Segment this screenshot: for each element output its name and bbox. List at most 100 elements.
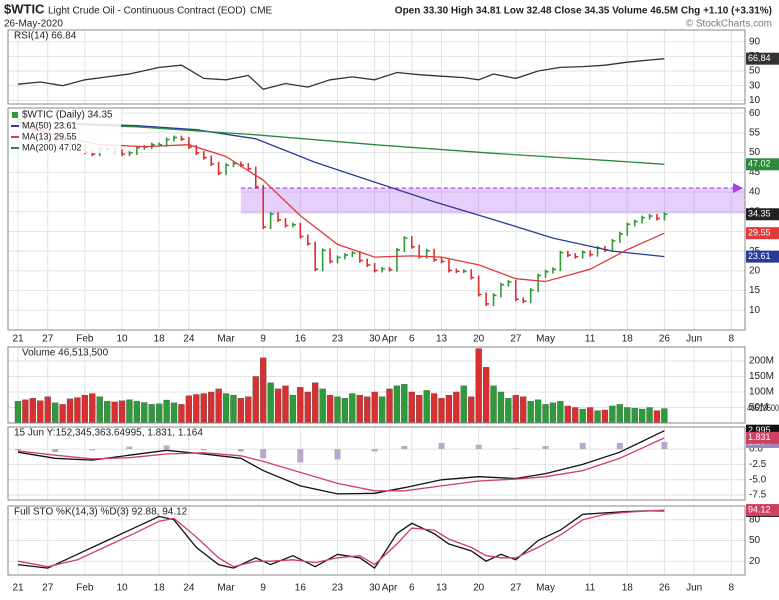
price-bar bbox=[306, 234, 311, 246]
y-tick-label: 60 bbox=[749, 108, 761, 119]
price-bar bbox=[381, 266, 386, 273]
volume-bar bbox=[260, 357, 267, 424]
price-bar bbox=[633, 219, 638, 227]
x-tick-label: 27 bbox=[42, 334, 54, 345]
volume-bar bbox=[274, 388, 282, 424]
price-bar bbox=[626, 222, 631, 236]
histogram-bar bbox=[579, 442, 586, 450]
value-label: 23.61 bbox=[748, 251, 771, 261]
volume-bar bbox=[423, 390, 430, 424]
volume-bar bbox=[141, 402, 148, 424]
quote: Open 33.30 High 34.81 Low 32.48 Close 34… bbox=[395, 6, 772, 17]
histogram-bar bbox=[401, 446, 408, 450]
x-tick-label: Jun bbox=[686, 583, 702, 594]
x-tick-label: Feb bbox=[76, 583, 94, 594]
volume-bar bbox=[468, 396, 475, 424]
x-tick-label: 23 bbox=[332, 583, 344, 594]
exchange: CME bbox=[250, 6, 273, 17]
price-bar bbox=[247, 163, 252, 171]
volume-bar bbox=[267, 382, 274, 424]
value-label-box bbox=[746, 158, 779, 171]
volume-bar bbox=[89, 393, 96, 424]
panel-title: RSI(14) 66.84 bbox=[14, 31, 77, 42]
y-tick-label: 90 bbox=[749, 36, 761, 47]
volume-bar bbox=[304, 391, 311, 424]
price-bar bbox=[574, 253, 579, 259]
x-tick-label: 20 bbox=[473, 334, 485, 345]
x-tick-label: Feb bbox=[76, 334, 94, 345]
price-bar bbox=[314, 241, 319, 272]
y-tick-label: 200M bbox=[749, 356, 774, 367]
volume-bar bbox=[163, 399, 170, 424]
volume-bar bbox=[638, 408, 646, 424]
price-bar bbox=[522, 297, 527, 304]
volume-bar bbox=[416, 394, 423, 424]
price-bar bbox=[121, 149, 126, 157]
x-tick-label: Apr bbox=[382, 334, 398, 345]
histogram-bar bbox=[512, 448, 519, 450]
x-tick-label: 10 bbox=[116, 334, 128, 345]
y-tick-label: -7.5 bbox=[749, 490, 767, 501]
price-bar bbox=[440, 257, 445, 264]
price-bar bbox=[254, 166, 259, 189]
price-bar bbox=[388, 266, 393, 272]
price-bar bbox=[500, 282, 504, 298]
x-tick-label: 18 bbox=[154, 583, 166, 594]
legend-entry: MA(13) 29.55 bbox=[22, 131, 77, 141]
volume-bar bbox=[549, 402, 557, 424]
price-bar bbox=[537, 273, 542, 293]
price-bar bbox=[225, 163, 230, 176]
volume-bar bbox=[14, 401, 22, 424]
volume-bar bbox=[534, 399, 542, 424]
y-tick-label: 30 bbox=[749, 80, 761, 91]
panel-frame bbox=[7, 426, 746, 501]
histogram-bar bbox=[15, 449, 21, 451]
value-label: 29.55 bbox=[748, 228, 771, 238]
price-bar bbox=[336, 255, 341, 264]
price-bar bbox=[128, 150, 133, 157]
histogram-bar bbox=[371, 449, 378, 452]
x-tick-label: 13 bbox=[436, 334, 448, 345]
volume-bar bbox=[564, 405, 571, 424]
value-label: 46513500 bbox=[747, 403, 779, 413]
price-bar bbox=[292, 222, 296, 228]
y-tick-label: 50M bbox=[749, 402, 768, 413]
volume-bar bbox=[616, 404, 623, 424]
y-tick-label: 15 bbox=[749, 285, 761, 296]
price-bar bbox=[455, 268, 460, 274]
price-bar bbox=[188, 137, 192, 150]
value-label-box bbox=[746, 504, 779, 517]
volume-bar bbox=[460, 385, 467, 424]
x-tick-label: 10 bbox=[116, 583, 128, 594]
x-tick-label: 26 bbox=[659, 334, 671, 345]
value-label: 34.35 bbox=[748, 209, 771, 219]
indicator-line bbox=[17, 122, 665, 258]
x-tick-label: 21 bbox=[12, 583, 24, 594]
volume-bar bbox=[118, 400, 126, 424]
credit: © StockCharts.com bbox=[686, 19, 772, 30]
y-tick-label: 80 bbox=[749, 514, 761, 525]
legend-entry: MA(50) 23.61 bbox=[22, 120, 77, 130]
x-tick-label: May bbox=[536, 583, 555, 594]
volume-bar bbox=[326, 394, 334, 424]
volume-bar bbox=[497, 391, 505, 424]
volume-bar bbox=[170, 402, 178, 424]
price-bar bbox=[403, 236, 408, 252]
volume-bar bbox=[22, 399, 29, 424]
volume-bar bbox=[37, 400, 44, 424]
volume-bar bbox=[349, 393, 356, 424]
panel-frame bbox=[7, 505, 746, 576]
volume-bar bbox=[222, 393, 230, 424]
legend-entry: MA(200) 47.02 bbox=[22, 142, 82, 152]
price-bar bbox=[329, 248, 334, 264]
histogram-bar bbox=[334, 449, 341, 460]
volume-bar bbox=[430, 393, 438, 424]
x-tick-label: 18 bbox=[622, 334, 634, 345]
y-tick-label: 10 bbox=[749, 95, 761, 106]
indicator-line bbox=[17, 124, 665, 283]
price-bar bbox=[507, 279, 512, 287]
value-label: 1.831 bbox=[748, 432, 771, 442]
volume-bar bbox=[356, 394, 363, 424]
price-bar bbox=[202, 150, 207, 160]
x-tick-label: 23 bbox=[332, 334, 344, 345]
